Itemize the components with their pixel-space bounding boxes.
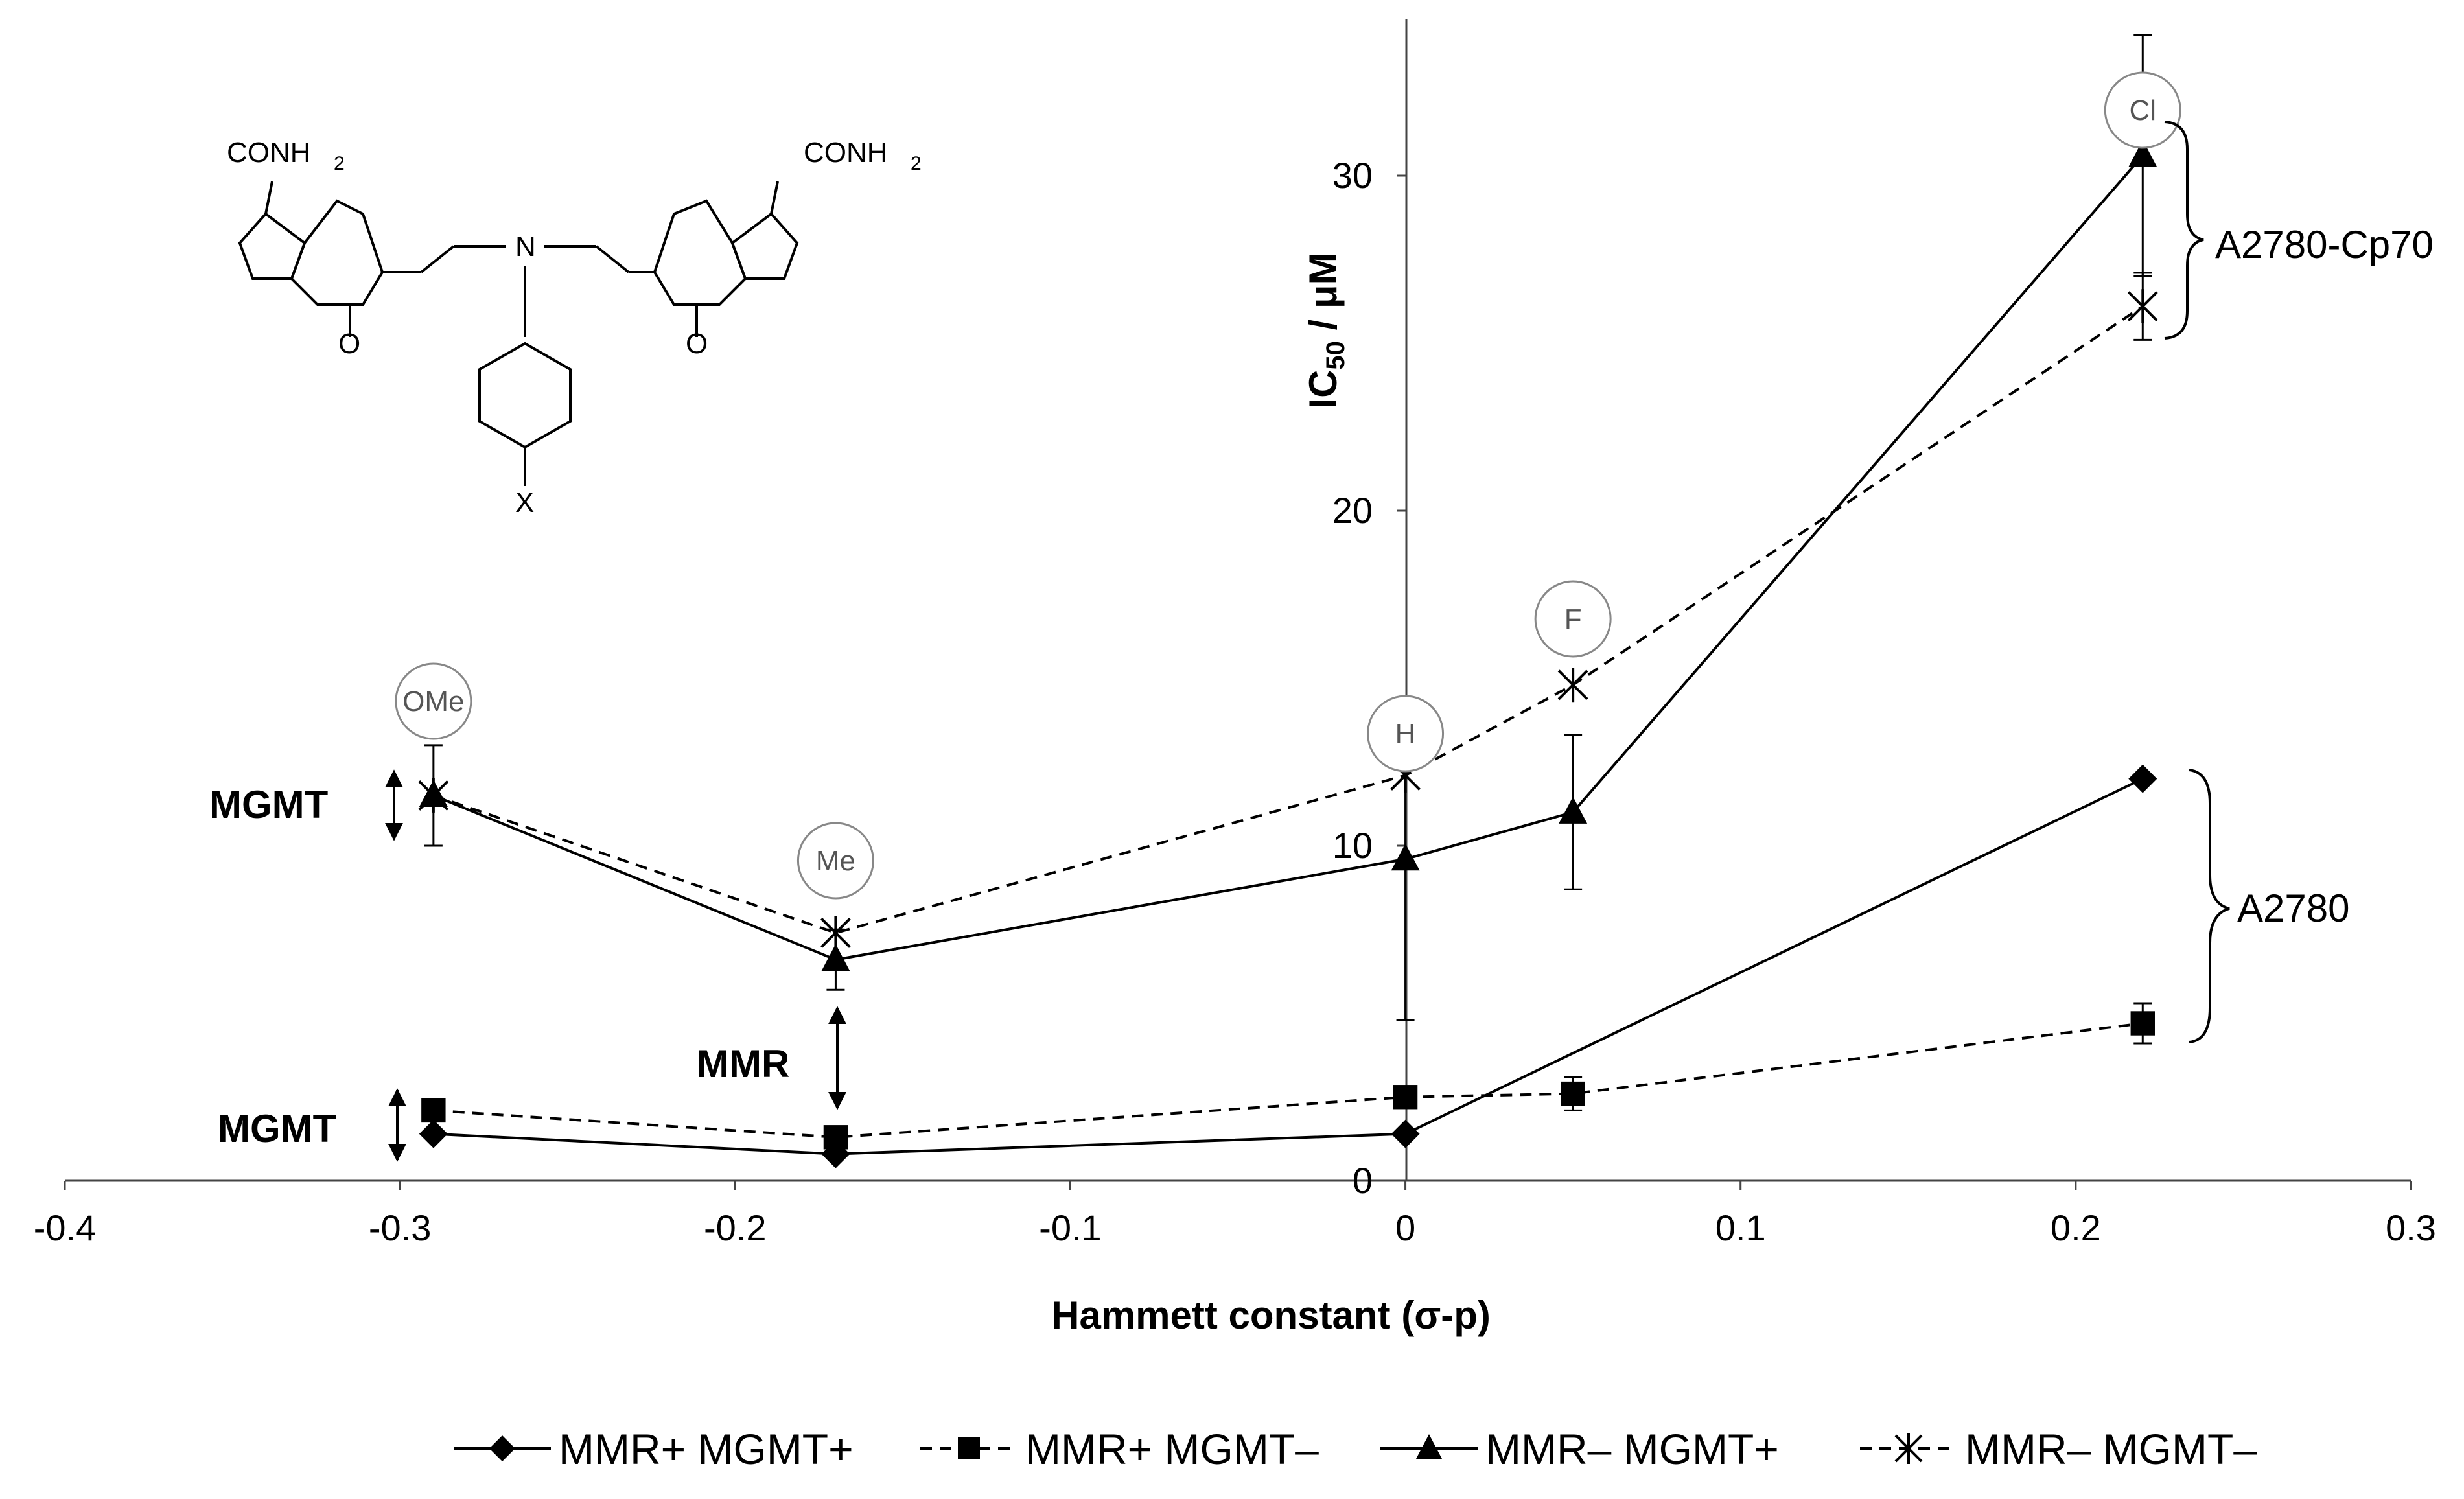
legend-item: MMR– MGMT– (1860, 1425, 2257, 1473)
substituent-text: H (1395, 718, 1416, 750)
triangle-marker (1559, 796, 1588, 824)
series-x (418, 272, 2158, 950)
y-axis-title: IC50 / μM (1301, 252, 1350, 408)
y-axis-title-main: IC (1301, 370, 1345, 409)
substituent-ome: OMe (395, 662, 472, 740)
x-tick-label: -0.1 (1039, 1207, 1102, 1248)
mol-x: X (515, 487, 534, 518)
legend-item: MMR+ MGMT+ (454, 1425, 854, 1473)
triangle-marker (1391, 843, 1420, 871)
diamond-marker (1391, 1119, 1420, 1148)
mol-conh2-left: CONH (227, 137, 311, 168)
series-line (433, 777, 2144, 1156)
series-layer (418, 34, 2158, 1168)
axes (65, 19, 2411, 1182)
substituent-circle (1534, 580, 1612, 658)
mol-n-center: N (515, 231, 536, 262)
molecule-structure (238, 181, 799, 486)
brace-top (2164, 121, 2204, 340)
legend-item: MMR+ MGMT– (920, 1425, 1319, 1473)
x-ticks: -0.4 -0.3 -0.2 -0.1 0 0.1 0.2 0.3 (34, 1181, 2436, 1248)
series-line (433, 1022, 2143, 1139)
y-axis-title-sub: 50 (1321, 341, 1350, 370)
legend-label: MMR+ MGMT– (1025, 1425, 1319, 1473)
x-marker (1894, 1433, 1923, 1464)
substituent-text: F (1564, 603, 1582, 635)
square-marker (958, 1437, 980, 1459)
legend-label: MMR– MGMT– (1965, 1425, 2257, 1473)
y-tick-label: 30 (1332, 155, 1373, 196)
substituent-h: H (1367, 695, 1445, 773)
square-marker (823, 1125, 848, 1150)
series-line (433, 305, 2144, 935)
legend-label: MMR+ MGMT+ (559, 1425, 854, 1473)
substituent-labels: OMe Me H F Cl (395, 71, 2181, 900)
x-tick-label: 0.1 (1715, 1207, 1766, 1248)
substituent-f: F (1534, 580, 1612, 658)
legend-label: MMR– MGMT+ (1485, 1425, 1779, 1473)
x-tick-label: -0.2 (704, 1207, 767, 1248)
mgmt-lower-label: MGMT (218, 1107, 336, 1150)
x-tick-label: 0.3 (2386, 1207, 2436, 1248)
square-marker (421, 1098, 446, 1123)
x-marker (820, 916, 851, 950)
mol-conh2-right-sub: 2 (911, 153, 922, 174)
substituent-circle (2104, 71, 2181, 149)
x-tick-label: 0 (1395, 1207, 1415, 1248)
x-marker (418, 778, 449, 813)
y-ticks: 0 10 20 30 (1332, 155, 1406, 1201)
legend: MMR+ MGMT+ MMR+ MGMT– MMR– MGMT+ MMR– MGMT– (454, 1425, 2257, 1473)
square-marker (1561, 1081, 1585, 1106)
x-axis-title: Hammett constant (σ-p) (1051, 1294, 1491, 1337)
substituent-circle (395, 662, 472, 740)
substituent-cl: Cl (2104, 71, 2181, 149)
diamond-marker (489, 1435, 515, 1461)
y-tick-label: 20 (1332, 490, 1373, 531)
mol-o-right: O (686, 328, 708, 360)
molecule-labels: CONH 2 CONH 2 N O O X (227, 137, 922, 518)
x-marker (1557, 668, 1588, 703)
diamond-marker (2128, 764, 2157, 793)
x-tick-label: -0.3 (369, 1207, 432, 1248)
square-marker (2130, 1011, 2155, 1036)
series-triangle (419, 34, 2157, 1021)
substituent-text: Me (816, 845, 855, 877)
substituent-me: Me (796, 822, 874, 900)
brace-bottom (2189, 769, 2230, 1043)
substituent-text: Cl (2130, 95, 2157, 126)
triangle-marker (1416, 1434, 1442, 1459)
triangle-marker (2128, 139, 2157, 167)
y-axis-title-rest: / μM (1301, 252, 1345, 341)
annotation-arrows (385, 769, 846, 1162)
substituent-circle (1367, 695, 1445, 773)
group-label-top: A2780-Cp70 (2215, 223, 2434, 266)
series-square (421, 1002, 2155, 1150)
triangle-marker (821, 944, 850, 971)
diamond-marker (419, 1119, 448, 1148)
y-tick-label: 10 (1332, 825, 1373, 866)
y-tick-label: 0 (1353, 1160, 1373, 1201)
x-tick-label: 0.2 (2051, 1207, 2101, 1248)
series-line (433, 154, 2144, 961)
substituent-text: OMe (402, 686, 464, 717)
square-marker (1393, 1085, 1418, 1110)
x-tick-label: -0.4 (34, 1207, 97, 1248)
group-label-bottom: A2780 (2237, 887, 2350, 930)
series-diamond (419, 764, 2157, 1168)
substituent-circle (796, 822, 874, 900)
mmr-label: MMR (697, 1042, 789, 1086)
mol-o-left: O (338, 328, 360, 360)
x-marker (2127, 289, 2158, 324)
mgmt-upper-label: MGMT (209, 783, 328, 826)
mol-conh2-left-sub: 2 (334, 153, 345, 174)
legend-item: MMR– MGMT+ (1380, 1425, 1779, 1473)
mol-conh2-right: CONH (804, 137, 888, 168)
